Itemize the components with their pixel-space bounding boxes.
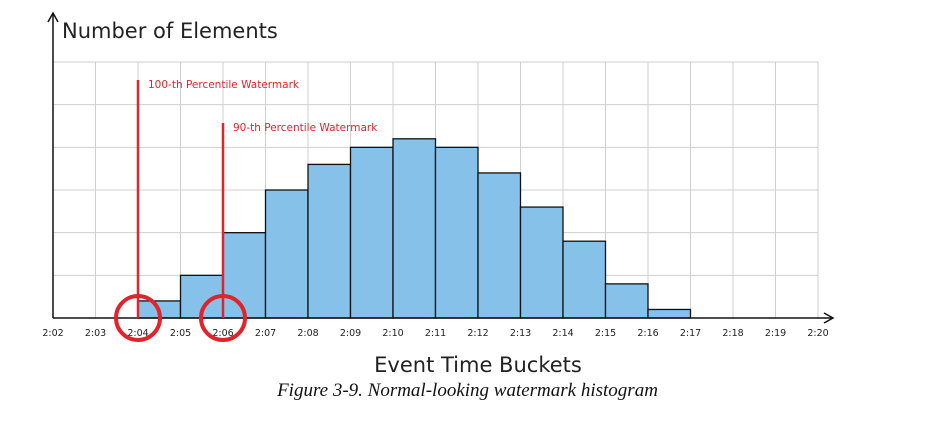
watermark-label: 90-th Percentile Watermark [233,122,378,134]
x-tick-label: 2:12 [467,328,488,339]
x-tick-label: 2:03 [85,328,106,339]
watermarks: 100-th Percentile Watermark 90-th Percent… [114,79,378,342]
histogram-bar [562,240,607,319]
x-tick-label: 2:02 [42,328,63,339]
histogram-bar [264,189,309,319]
histogram-bar [519,206,564,319]
histogram-bar [392,138,437,319]
watermark-circle [114,294,162,342]
x-tick-label: 2:14 [552,328,573,339]
y-axis-title: Number of Elements [62,19,278,43]
histogram-bar [349,146,394,319]
figure-caption: Figure 3-9. Normal-looking watermark his… [277,380,658,401]
x-tick-label: 2:17 [680,328,701,339]
x-tick-label: 2:11 [425,328,446,339]
x-tick-label: 2:13 [510,328,531,339]
x-tick-label: 2:18 [722,328,743,339]
x-tick-label: 2:20 [807,328,828,339]
x-tick-label: 2:04 [127,328,148,339]
histogram-bar [307,163,352,319]
histogram-bar [647,308,692,319]
x-tick-label: 2:15 [595,328,616,339]
x-tick-label: 2:10 [382,328,403,339]
x-tick-label: 2:09 [340,328,361,339]
x-tick-label: 2:05 [170,328,191,339]
histogram-bar [604,283,649,319]
watermark-circle [199,294,247,342]
x-tick-label: 2:06 [212,328,233,339]
x-tick-label: 2:08 [297,328,318,339]
x-tick-label: 2:16 [637,328,658,339]
histogram-bars [137,138,692,319]
chart-axes [47,11,835,324]
histogram-bar [434,146,479,319]
watermark-label: 100-th Percentile Watermark [148,79,300,91]
x-tick-label: 2:07 [255,328,276,339]
watermark-histogram-chart: 2:02 2:03 2:04 2:05 2:06 2:07 2:08 2:09 2:10 2:11… [42,11,835,377]
x-tick-labels: 2:02 2:03 2:04 2:05 2:06 2:07 2:08 2:09 2:10 2:11… [42,328,828,339]
histogram-bar [477,172,522,319]
histogram-bar [222,232,267,319]
x-tick-label: 2:19 [765,328,786,339]
x-axis-title: Event Time Buckets [374,353,582,377]
x-axis-arrow [823,312,835,324]
y-axis-arrow [47,11,59,23]
